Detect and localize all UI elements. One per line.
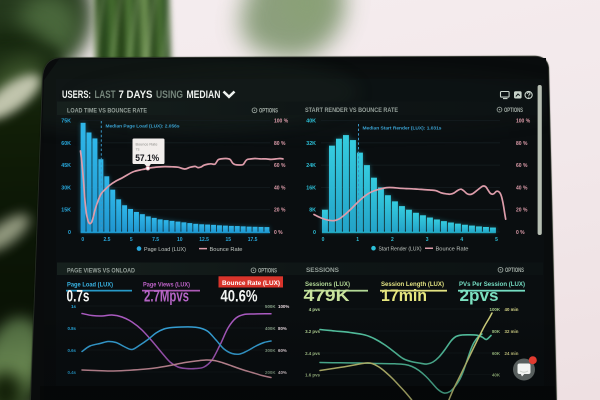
svg-text:MEDIAN: MEDIAN <box>187 89 221 101</box>
svg-text:0 %: 0 % <box>274 230 283 236</box>
svg-text:4: 4 <box>460 237 463 243</box>
svg-text:Bounce Rate: Bounce Rate <box>210 247 243 253</box>
svg-text:2.7Mpvs: 2.7Mpvs <box>144 287 189 305</box>
svg-text:80 %: 80 % <box>274 141 286 147</box>
svg-text:57.1%: 57.1% <box>135 153 159 163</box>
svg-text:20 %: 20 % <box>274 208 286 214</box>
svg-text:PAGE VIEWS VS ONLOAD: PAGE VIEWS VS ONLOAD <box>67 268 135 275</box>
svg-text:24K: 24K <box>306 163 316 169</box>
svg-text:100K: 100K <box>490 307 501 312</box>
svg-text:Median Page Load (LUX): 2.056s: Median Page Load (LUX): 2.056s <box>106 124 180 130</box>
svg-text:Sessions (LUX): Sessions (LUX) <box>305 281 350 288</box>
svg-text:LOAD TIME VS BOUNCE RATE: LOAD TIME VS BOUNCE RATE <box>67 108 148 115</box>
svg-text:15: 15 <box>226 237 232 243</box>
svg-text:3: 3 <box>426 237 429 243</box>
svg-text:Median Start Render (LUX): 1.0: Median Start Render (LUX): 1.031s <box>363 126 442 132</box>
svg-text:40 %: 40 % <box>274 185 286 191</box>
svg-text:30K: 30K <box>61 185 71 191</box>
svg-text:USERS:: USERS: <box>62 89 91 101</box>
svg-text:Bounce Rate: Bounce Rate <box>436 246 469 252</box>
svg-text:7 DAYS: 7 DAYS <box>119 89 153 101</box>
svg-text:PVs Per Session (LUX): PVs Per Session (LUX) <box>459 281 525 288</box>
svg-text:START RENDER VS BOUNCE RATE: START RENDER VS BOUNCE RATE <box>305 107 399 114</box>
svg-text:60 %: 60 % <box>274 163 286 169</box>
svg-text:60K: 60K <box>61 141 71 147</box>
svg-text:2pvs: 2pvs <box>460 287 499 305</box>
svg-text:60 %: 60 % <box>516 163 528 169</box>
svg-text:500K: 500K <box>265 304 276 309</box>
svg-text:5: 5 <box>495 237 498 243</box>
svg-text:2.5: 2.5 <box>104 237 111 243</box>
svg-text:10: 10 <box>177 237 183 243</box>
svg-text:20 %: 20 % <box>516 208 528 214</box>
svg-text:Session Length (LUX): Session Length (LUX) <box>381 281 444 288</box>
svg-text:40 %: 40 % <box>516 185 528 191</box>
svg-text:0.7s: 0.7s <box>67 287 90 305</box>
svg-text:75K: 75K <box>61 119 71 125</box>
svg-text:OPTIONS: OPTIONS <box>504 107 523 114</box>
svg-text:479K: 479K <box>304 287 350 305</box>
svg-text:0: 0 <box>68 230 71 236</box>
svg-text:16K: 16K <box>306 185 316 191</box>
svg-text:12.5: 12.5 <box>199 237 209 243</box>
svg-text:OPTIONS: OPTIONS <box>259 108 278 115</box>
svg-text:100%: 100% <box>278 304 289 309</box>
svg-text:SESSIONS: SESSIONS <box>306 267 340 274</box>
svg-text:17min: 17min <box>381 287 427 305</box>
svg-text:0: 0 <box>322 237 325 243</box>
svg-text:4 pvs: 4 pvs <box>309 307 321 312</box>
svg-text:OPTIONS: OPTIONS <box>505 267 524 274</box>
svg-text:Page Load (LUX): Page Load (LUX) <box>144 247 186 253</box>
svg-text:40K: 40K <box>306 119 316 125</box>
svg-text:80 %: 80 % <box>516 141 528 147</box>
svg-text:15K: 15K <box>61 208 71 214</box>
svg-text:Page Views (LUX): Page Views (LUX) <box>143 282 190 289</box>
svg-text:LAST: LAST <box>95 89 116 101</box>
svg-text:0 %: 0 % <box>516 230 525 236</box>
svg-text:17.5: 17.5 <box>248 237 258 243</box>
svg-text:Start Render (LUX): Start Render (LUX) <box>379 246 422 252</box>
svg-text:1s: 1s <box>71 304 76 309</box>
svg-text:2: 2 <box>391 237 394 243</box>
svg-text:1: 1 <box>356 237 359 243</box>
svg-text:40.6%: 40.6% <box>221 287 258 305</box>
svg-text:100 %: 100 % <box>274 119 289 125</box>
svg-text:OPTIONS: OPTIONS <box>258 268 277 275</box>
svg-text:Page Load (LUX): Page Load (LUX) <box>67 282 113 289</box>
svg-text:100 %: 100 % <box>516 119 531 125</box>
svg-text:32K: 32K <box>306 141 316 147</box>
svg-text:Bounce Rate (LUX): Bounce Rate (LUX) <box>222 280 280 287</box>
svg-text:7.5: 7.5 <box>152 237 159 243</box>
svg-text:45K: 45K <box>61 163 71 169</box>
svg-text:8K: 8K <box>309 208 316 214</box>
svg-text:40 min: 40 min <box>505 307 519 312</box>
svg-text:7s: 7s <box>136 148 140 152</box>
svg-text:0: 0 <box>313 230 316 236</box>
svg-text:USING: USING <box>156 89 183 101</box>
svg-text:5: 5 <box>130 237 133 243</box>
svg-text:0: 0 <box>81 237 84 243</box>
svg-text:Bounce Rate: Bounce Rate <box>136 143 158 147</box>
